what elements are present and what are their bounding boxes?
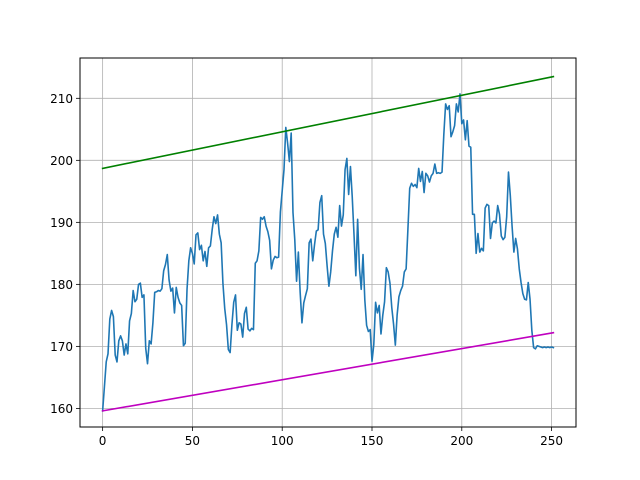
series-layer [101, 75, 555, 412]
y-tick-label: 180 [50, 278, 73, 292]
x-tick-label: 200 [450, 434, 473, 448]
x-tick-label: 150 [361, 434, 384, 448]
x-tick-label: 250 [540, 434, 563, 448]
y-tick-label: 200 [50, 154, 73, 168]
axes: 0 50 100 150 200 250 160 170 180 190 200 210 [50, 92, 563, 448]
x-tick-label: 100 [271, 434, 294, 448]
y-tick-label: 190 [50, 216, 73, 230]
plot-frame [79, 57, 577, 428]
lower-trend-line [101, 331, 555, 412]
x-tick-label: 50 [185, 434, 200, 448]
upper-trend-line [101, 75, 555, 170]
price-series-line [101, 93, 555, 412]
y-tick-label: 210 [50, 92, 73, 106]
y-tick-label: 170 [50, 340, 73, 354]
x-tick-label: 0 [99, 434, 107, 448]
y-tick-label: 160 [50, 402, 73, 416]
